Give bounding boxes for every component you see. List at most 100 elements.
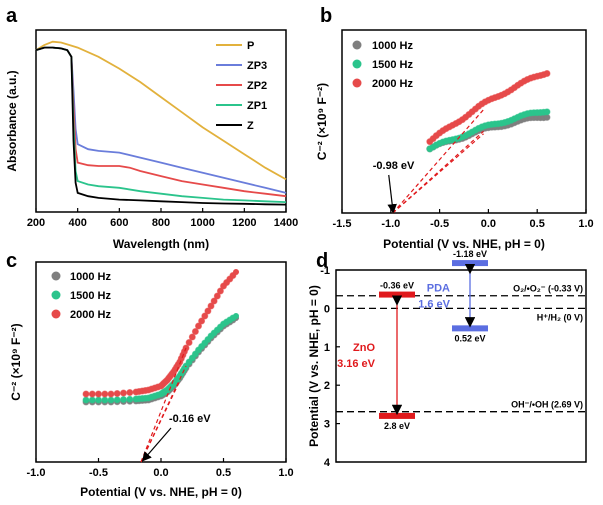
legend-label: 1000 Hz [70,271,111,283]
legend-label: ZP3 [247,60,267,72]
x-axis-label-b: Potential (V vs. NHE, pH = 0) [383,237,545,251]
data-point [233,269,239,275]
panel-c: -1.0 -0.5 0.0 0.5 1.0 Potential (V vs. NHE, p… [9,261,294,499]
data-point [101,390,109,398]
x-tick-label: 1000 [190,217,214,229]
x-tick-label: 0.0 [481,218,496,230]
data-point [195,322,202,330]
data-point [95,396,102,404]
band-gap-label: 3.16 eV [337,358,376,370]
data-point [233,313,239,319]
legend-marker [352,59,362,69]
reference-line-label: OH⁻/•OH (2.69 V) [511,400,583,410]
annotation-arrow [387,174,397,214]
y-axis-label-d: Potential (V vs. NHE, pH = 0) [307,285,321,447]
y-axis-label-b: C⁻² (×10⁹ F⁻²) [315,83,329,160]
valence-band-bar [379,412,415,419]
panel-d-letter: d [316,250,328,272]
x-tick-label: -0.5 [430,218,449,230]
data-point [207,302,215,310]
data-point [126,395,134,403]
data-point [95,390,102,398]
x-tick-label: 0.5 [216,467,231,479]
panel-b: -1.5 -1.0 -0.5 0.0 0.5 1.0 Potential (V vs. NH… [315,29,594,251]
data-point [198,317,206,325]
legend-label: 1500 Hz [70,290,111,302]
legend-label: 2000 Hz [372,78,413,90]
data-point [204,307,212,315]
data-point [185,339,193,346]
fit-line [392,130,484,214]
panel-a: 200 400 600 800 1000 1200 1400 Wavelength (nm) A… [5,29,298,251]
conduction-band-bar [379,291,415,298]
fit-line [392,133,484,214]
x-tick-label: -1.0 [381,218,400,230]
legend-marker [51,290,61,300]
x-tick-label: 200 [27,217,45,229]
y-axis-label-a: Absorbance (a.u.) [5,70,19,171]
x-tick-label: 1200 [232,217,256,229]
y-tick-label: 0 [324,303,330,315]
x-tick-label: 0.0 [153,467,168,479]
legend-label: P [247,40,254,52]
series-line-p [35,40,287,181]
reference-line-label: H⁺/H₂ (0 V) [537,312,583,322]
valence-band-bar [452,325,488,332]
y-tick-label: 3 [324,419,330,431]
y-axis-label-c: C⁻² (×10⁹ F⁻²) [9,323,23,400]
material-name: PDA [427,283,450,295]
data-point [113,396,121,404]
x-tick-label: 800 [152,217,170,229]
legend-label: 1500 Hz [372,59,413,71]
intercept-label: -0.98 eV [373,160,415,172]
data-point [88,390,96,398]
panel-c-letter: c [6,250,17,272]
plot-b-frame [341,29,587,214]
data-point [201,312,209,320]
data-point [543,108,551,116]
data-point [191,328,199,335]
legend-marker [352,78,362,88]
data-point [188,333,196,341]
data-point [88,396,96,404]
cb-energy-label: -0.36 eV [380,281,414,291]
x-tick-label: 1.0 [578,218,593,230]
y-tick-label: -1 [320,265,330,277]
data-point [126,389,134,396]
fit-line [140,365,187,463]
data-point [82,390,90,398]
fit-line [392,109,484,214]
series-line-z [35,46,287,206]
legend-label: Z [247,120,254,132]
vb-energy-label: 0.52 eV [454,333,485,343]
legend-label: 2000 Hz [70,309,111,321]
panel-a-letter: a [6,5,18,27]
x-tick-label: 0.5 [530,218,545,230]
legend-label: ZP2 [247,80,267,92]
y-tick-label: 1 [324,342,330,354]
x-axis-label-a: Wavelength (nm) [113,237,209,251]
vb-energy-label: 2.8 eV [384,421,410,431]
legend-marker [51,309,61,319]
data-point [120,396,127,403]
band-gap-label: 1.6 eV [418,299,450,311]
plot-d-frame [335,269,587,463]
x-tick-label: 400 [68,217,86,229]
cb-energy-label: -1.18 eV [453,249,487,259]
data-point [113,390,121,397]
x-tick-label: 1.0 [278,467,293,479]
legend-marker [352,40,362,50]
data-point [82,396,90,404]
data-point [213,292,221,300]
legend-marker [51,271,61,281]
intercept-label: -0.16 eV [169,413,211,425]
x-tick-label: 1400 [274,217,298,229]
x-axis-label-c: Potential (V vs. NHE, pH = 0) [80,485,242,499]
material-name: ZnO [353,342,375,354]
y-tick-label: 2 [324,380,330,392]
y-tick-label: 4 [324,457,331,469]
conduction-band-bar [452,260,488,267]
data-point [101,396,109,404]
